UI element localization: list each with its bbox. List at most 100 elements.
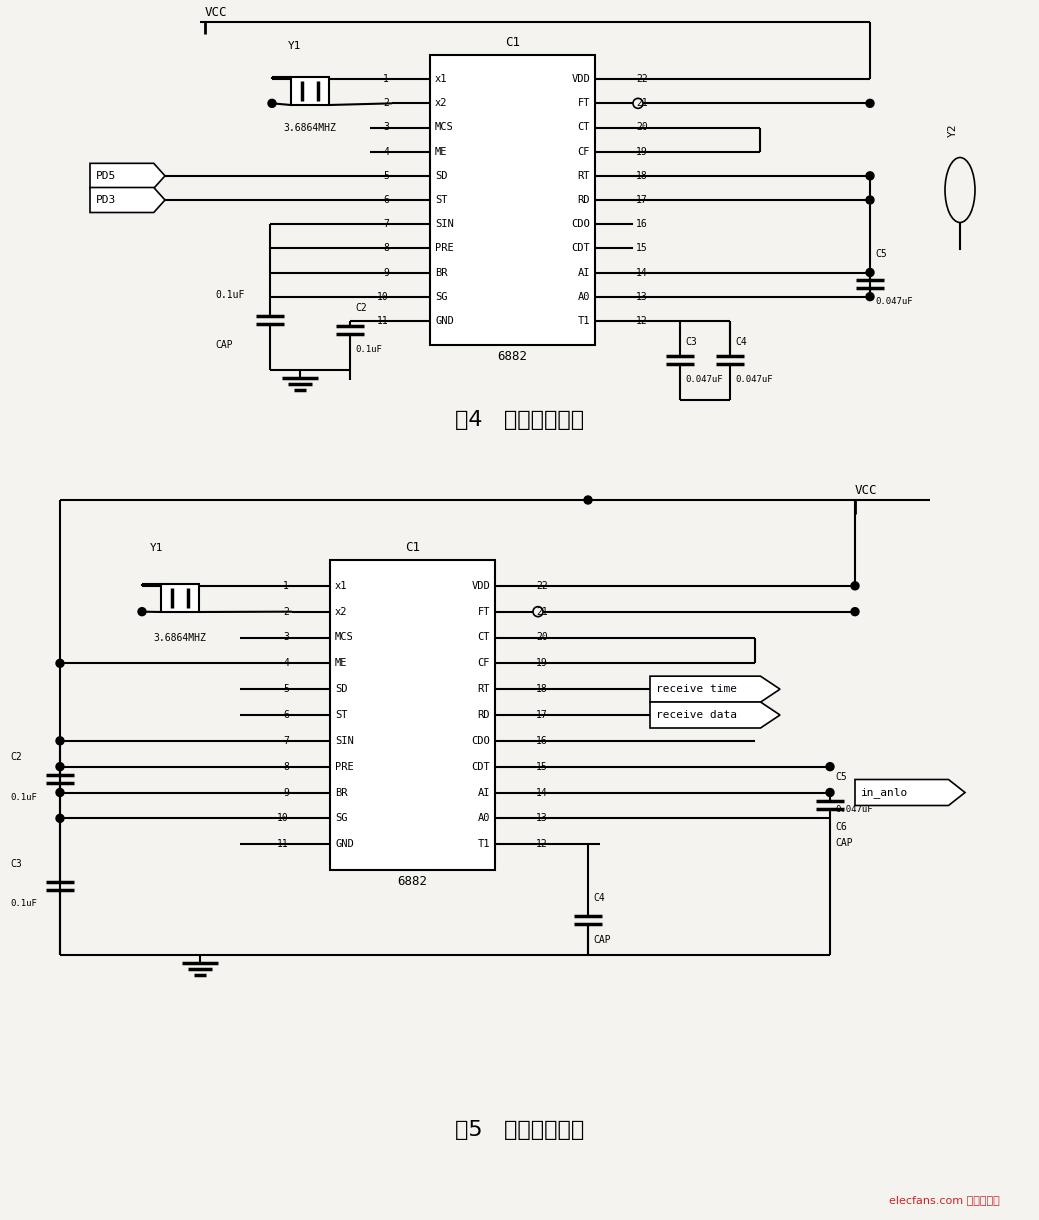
Text: 22: 22 [536,581,548,590]
Text: T1: T1 [478,839,490,849]
Text: 13: 13 [636,292,647,301]
Text: 3.6864MHZ: 3.6864MHZ [154,633,207,643]
Text: 6882: 6882 [398,875,427,888]
Text: 19: 19 [636,146,647,156]
Text: C3: C3 [10,859,22,869]
Text: 0.1uF: 0.1uF [215,290,244,300]
Text: SD: SD [435,171,448,181]
Text: C2: C2 [355,303,367,314]
Circle shape [56,762,64,771]
Text: 11: 11 [277,839,289,849]
Bar [291,77,329,105]
Text: 14: 14 [536,787,548,798]
Circle shape [584,497,592,504]
Text: AI: AI [578,267,590,277]
Text: 14: 14 [636,267,647,277]
Text: A0: A0 [578,292,590,301]
Text: 10: 10 [277,814,289,824]
Text: 1: 1 [383,74,389,84]
Text: SG: SG [335,814,347,824]
Text: VDD: VDD [472,581,490,590]
Text: x2: x2 [435,99,448,109]
Text: in_anlo: in_anlo [861,787,908,798]
Text: CDT: CDT [472,761,490,772]
Text: BR: BR [335,787,347,798]
Text: RD: RD [478,710,490,720]
Text: RT: RT [578,171,590,181]
Text: 10: 10 [377,292,389,301]
Text: 0.1uF: 0.1uF [355,345,382,355]
Text: RT: RT [478,684,490,694]
Text: 15: 15 [636,243,647,254]
Text: ME: ME [435,146,448,156]
Circle shape [865,293,874,300]
Text: GND: GND [435,316,454,326]
Text: 9: 9 [383,267,389,277]
Text: 21: 21 [536,606,548,616]
Text: GND: GND [335,839,353,849]
Circle shape [826,788,834,797]
Text: VCC: VCC [855,484,878,497]
Text: FT: FT [478,606,490,616]
Polygon shape [650,702,780,728]
Text: C5: C5 [835,772,847,782]
Text: 20: 20 [536,632,548,643]
Polygon shape [855,780,965,805]
Text: 0.1uF: 0.1uF [10,899,36,909]
Text: 6: 6 [283,710,289,720]
Text: VDD: VDD [571,74,590,84]
Text: MCS: MCS [435,122,454,133]
Text: 20: 20 [636,122,647,133]
Text: 13: 13 [536,814,548,824]
Circle shape [138,608,146,616]
Text: SIN: SIN [435,220,454,229]
Circle shape [865,196,874,204]
Text: 2: 2 [383,99,389,109]
Text: 7: 7 [383,220,389,229]
Text: x1: x1 [335,581,347,590]
Bar [330,560,495,870]
Circle shape [865,172,874,179]
Text: SD: SD [335,684,347,694]
Text: Y1: Y1 [150,543,163,553]
Text: 11: 11 [377,316,389,326]
Circle shape [826,762,834,771]
Text: elecfans.com 电子发烧友: elecfans.com 电子发烧友 [889,1196,1000,1205]
Text: ST: ST [435,195,448,205]
Text: x1: x1 [435,74,448,84]
Text: 0.047uF: 0.047uF [835,805,873,815]
Circle shape [56,788,64,797]
Text: PRE: PRE [435,243,454,254]
Circle shape [56,659,64,667]
Text: 7: 7 [283,736,289,745]
Text: 图5   数字解调电路: 图5 数字解调电路 [455,1120,585,1139]
Circle shape [865,268,874,277]
Text: CDO: CDO [472,736,490,745]
Text: 12: 12 [536,839,548,849]
Text: MCS: MCS [335,632,353,643]
Text: 17: 17 [636,195,647,205]
Text: 18: 18 [636,171,647,181]
Text: FT: FT [578,99,590,109]
Text: C2: C2 [10,752,22,762]
Text: x2: x2 [335,606,347,616]
Text: 15: 15 [536,761,548,772]
Text: receive data: receive data [656,710,737,720]
Text: 5: 5 [383,171,389,181]
Text: 9: 9 [283,787,289,798]
Text: 12: 12 [636,316,647,326]
Circle shape [56,737,64,745]
Text: ST: ST [335,710,347,720]
Text: BR: BR [435,267,448,277]
Circle shape [268,99,276,107]
Circle shape [851,582,859,589]
Text: 6882: 6882 [498,350,528,364]
Text: 19: 19 [536,659,548,669]
Text: Y1: Y1 [288,41,301,51]
Circle shape [865,99,874,107]
Text: 4: 4 [283,659,289,669]
Text: CAP: CAP [835,838,853,848]
Text: 8: 8 [383,243,389,254]
Text: PRE: PRE [335,761,353,772]
Circle shape [56,814,64,822]
